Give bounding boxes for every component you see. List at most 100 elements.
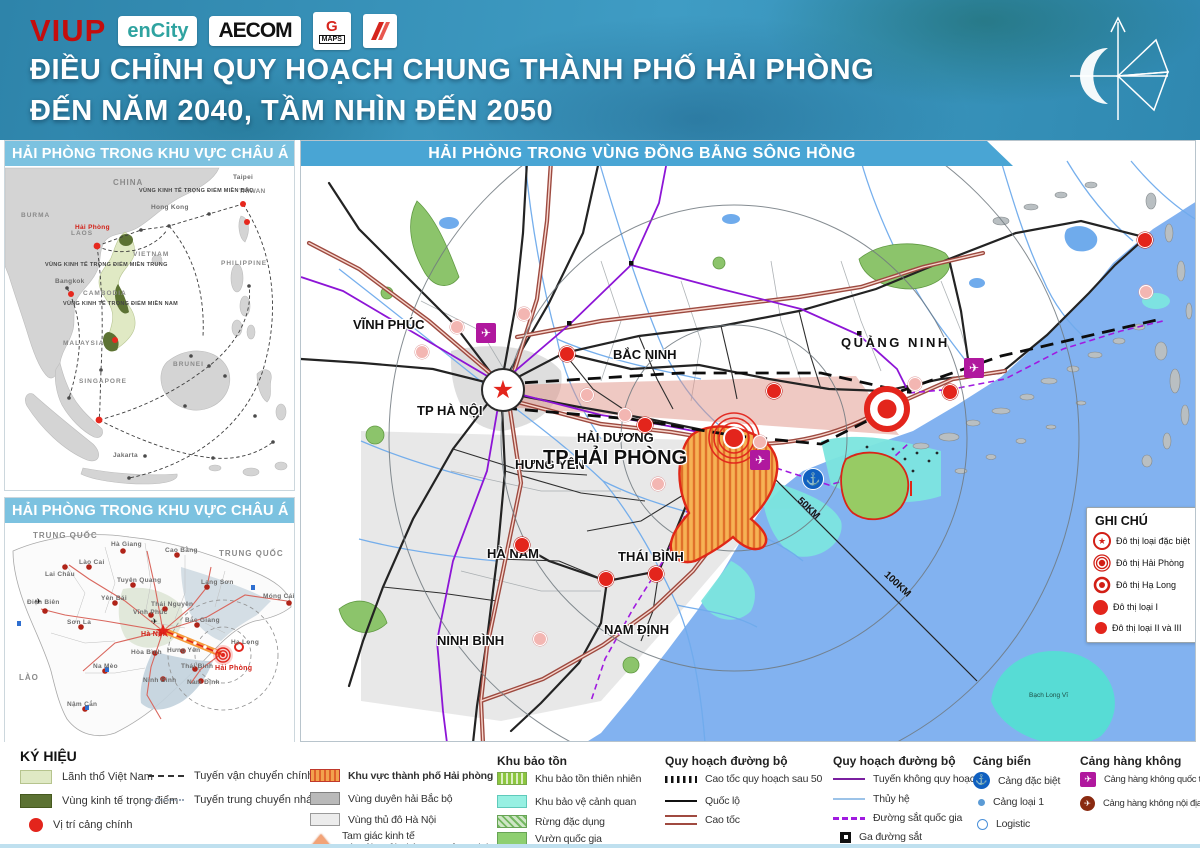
legend-label: Tam giác kinh tế	[342, 830, 415, 842]
legend-unplanned-route: Tuyến không quy hoạch	[833, 773, 981, 785]
legend-label: Thủy hệ	[873, 793, 910, 805]
legend-label: Đường sắt quốc gia	[873, 812, 963, 824]
label-ha-noi-p2: Hà Nội	[141, 631, 165, 638]
label-dien-bien: Điện Biên	[27, 599, 60, 606]
label-vinh-phuc: VĨNH PHÚC	[353, 317, 425, 332]
label-philippine: PHILIPPINE	[221, 260, 268, 267]
town-dot	[618, 408, 632, 422]
main-port-icon	[29, 818, 43, 832]
planned-expressway-line	[665, 775, 697, 783]
label-na-meo: Na Mèo	[93, 663, 118, 670]
capital-swatch	[310, 813, 340, 826]
legend-label: Đô thị Hải Phòng	[1116, 558, 1185, 568]
legend-label: Cảng hàng không nội địa	[1103, 798, 1200, 809]
star-icon: ★	[491, 376, 515, 404]
compass-icon	[1070, 16, 1170, 120]
main-map: HẢI PHÒNG TRONG VÙNG ĐỒNG BẰNG SÔNG HỒNG…	[300, 140, 1196, 742]
ky-hieu-title: KÝ HIỆU	[20, 748, 77, 764]
label-vietnam: VIETNAM	[133, 251, 170, 258]
plane-glyph: ✈	[754, 453, 766, 467]
halong-ring-icon	[1093, 576, 1111, 594]
label-ninh-binh: NINH BÌNH	[437, 633, 505, 648]
border-gate-icons	[17, 585, 255, 710]
logo-row: VIUP enCity AECOM G MAPS	[30, 12, 397, 50]
expressway-line	[665, 815, 697, 825]
bach-long-vi-zone	[991, 651, 1115, 741]
city-dot-nam-dinh	[598, 571, 614, 587]
town-dot	[753, 435, 767, 449]
cang-bien-header: Cảng biển	[973, 754, 1032, 768]
legend-item-haiphong: Đô thị Hải Phòng	[1093, 554, 1184, 572]
scenic-swatch	[497, 795, 527, 808]
main-port-dots	[68, 201, 250, 424]
national-road-line	[665, 800, 697, 802]
label-vinh-phuc-p2: Vĩnh Phúc	[133, 609, 168, 616]
delta-region	[140, 651, 213, 710]
haiphong-rings-icon	[1093, 554, 1111, 572]
label-ha-nam: HÀ NAM	[487, 546, 539, 561]
label-tp-hai-phong: TP HẢI PHÒNG	[543, 447, 688, 469]
legend-label: Khu bảo tồn thiên nhiên	[535, 772, 642, 785]
legend-label: Vùng duyên hải Bắc bộ	[348, 792, 453, 805]
province-borders	[50, 542, 226, 674]
islands	[912, 181, 1193, 474]
label-jakarta: Jakarta	[113, 452, 138, 459]
label-lai-chau: Lai Châu	[45, 571, 75, 578]
legend-label: Vườn quốc gia	[535, 832, 602, 845]
asia-landmasses	[5, 167, 288, 485]
city-dot-ha-nam	[514, 537, 530, 553]
duong-bo-1-header: Quy hoạch đường bộ	[665, 754, 788, 768]
aecom-logo: AECOM	[209, 16, 301, 46]
label-zone-central: VÙNG KINH TẾ TRỌNG ĐIỂM MIỀN TRUNG	[45, 262, 168, 268]
waterway-line	[833, 798, 865, 800]
label-bac-ninh: BẮC NINH	[613, 347, 677, 362]
cang-hang-khong-header: Cảng hàng không	[1080, 754, 1182, 768]
panel-asia-title: HẢI PHÒNG TRONG KHU VỰC CHÂU Á	[5, 141, 294, 166]
label-lang-son: Lạng Sơn	[201, 579, 234, 586]
haiphong-center-dot	[221, 653, 225, 657]
distance-circles	[388, 141, 1080, 741]
label-taipei: Taipei	[233, 174, 254, 181]
label-bach-long-vi: Bạch Long Vĩ	[1029, 692, 1069, 699]
label-cambodia: CAMBODIA	[83, 290, 127, 297]
label-china: CHINA	[113, 178, 144, 187]
main-route-line	[148, 775, 184, 777]
legend-label: Logistic	[996, 818, 1031, 830]
town-dots	[42, 548, 292, 712]
label-hong-kong: Hong Kong	[151, 204, 189, 211]
lakes	[439, 214, 1098, 288]
legend-hp-area: Khu vực thành phố Hải phòng	[310, 769, 493, 782]
legend-label: Vị trí cảng chính	[53, 819, 133, 831]
label-malaysia: MALAYSIA	[63, 340, 105, 347]
legend-label: Tuyến trung chuyển nhánh	[194, 794, 325, 806]
legend-label: Ga đường sắt	[859, 831, 922, 843]
legend-logistic: Logistic	[973, 818, 1030, 830]
label-ha-giang: Hà Giang	[111, 541, 142, 548]
economic-zone-swatch	[20, 794, 52, 808]
legend-nature-reserve: Khu bảo tồn thiên nhiên	[497, 772, 642, 785]
corridor-dots	[173, 633, 217, 653]
label-bangkok: Bangkok	[55, 278, 85, 285]
legend-label: Quốc lộ	[705, 795, 740, 807]
hp-area-swatch	[310, 769, 340, 782]
label-hai-phong-p2: Hải Phòng	[215, 665, 253, 672]
label-zone-south: VÙNG KINH TẾ TRỌNG ĐIỂM MIỀN NAM	[63, 301, 179, 307]
kyhieu-item-branch-route: Tuyến trung chuyển nhánh	[148, 794, 324, 806]
radius-circles	[167, 599, 279, 711]
label-laos: LAOS	[71, 230, 94, 237]
legend-item-class1: Đô thị loại I	[1093, 598, 1158, 616]
legend-national-rail: Đường sắt quốc gia	[833, 812, 962, 824]
domestic-airport-icon: ✈	[1080, 796, 1095, 811]
main-map-title: HẢI PHÒNG TRONG VÙNG ĐỒNG BẰNG SÔNG HỒNG	[301, 141, 1013, 166]
legend-rail-station: Ga đường sắt	[840, 831, 922, 843]
panel-north: HẢI PHÒNG TRONG KHU VỰC CHÂU Á	[4, 497, 295, 743]
class23-city-icon	[1095, 622, 1107, 634]
airport-icon-noi-bai-p2: ✈	[151, 617, 158, 626]
unplanned-route-line	[833, 778, 865, 780]
anchor-glyph: ⚓	[975, 775, 988, 786]
legend-scenic: Khu bảo vệ cảnh quan	[497, 795, 636, 808]
plane-glyph: ✈	[1084, 774, 1092, 784]
legend-label: Đô thị Hạ Long	[1116, 580, 1177, 590]
national-rail-line	[833, 816, 865, 820]
